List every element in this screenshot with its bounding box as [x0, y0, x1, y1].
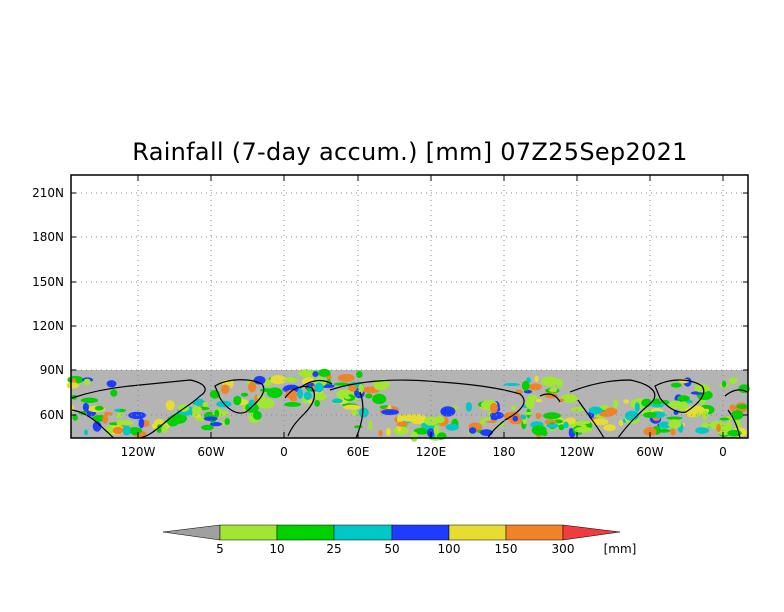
x-tick-label: 120E: [416, 445, 447, 459]
legend-swatch: [276, 524, 335, 541]
y-tick-label: 90N: [40, 363, 64, 377]
x-tick-label: 120W: [560, 445, 595, 459]
legend-swatch: [391, 524, 450, 541]
legend-swatch: [505, 524, 564, 541]
legend-above-arrow: [562, 524, 621, 541]
legend-break-label: 50: [384, 542, 399, 556]
legend-below-arrow: [162, 524, 221, 541]
y-tick-label: 210N: [32, 186, 64, 200]
x-tick-label: 180: [493, 445, 516, 459]
legend-swatch: [333, 524, 393, 541]
y-tick-label: 60N: [40, 408, 64, 422]
rain-patches: [66, 368, 750, 442]
legend-break-label: 150: [495, 542, 518, 556]
map-title: Rainfall (7-day accum.) [mm] 07Z25Sep202…: [132, 138, 688, 166]
x-tick-label: 60W: [197, 445, 224, 459]
legend-swatch: [448, 524, 507, 541]
x-tick-label: 0: [719, 445, 727, 459]
legend-break-label: 100: [438, 542, 461, 556]
legend-break-label: 10: [269, 542, 284, 556]
x-tick-label: 120W: [121, 445, 156, 459]
map-area: [66, 174, 750, 442]
legend-break-label: 300: [552, 542, 575, 556]
legend-unit-label: [mm]: [604, 542, 637, 556]
legend-break-label: 25: [326, 542, 341, 556]
y-tick-label: 120N: [32, 319, 64, 333]
coastlines: [71, 379, 748, 439]
y-tick-label: 180N: [32, 230, 64, 244]
x-tick-label: 60E: [347, 445, 370, 459]
x-tick-label: 60W: [636, 445, 663, 459]
map-frame: [70, 174, 749, 439]
x-tick-label: 0: [280, 445, 288, 459]
y-tick-label: 150N: [32, 275, 64, 289]
legend-break-label: 5: [216, 542, 224, 556]
legend-swatch: [219, 524, 278, 541]
